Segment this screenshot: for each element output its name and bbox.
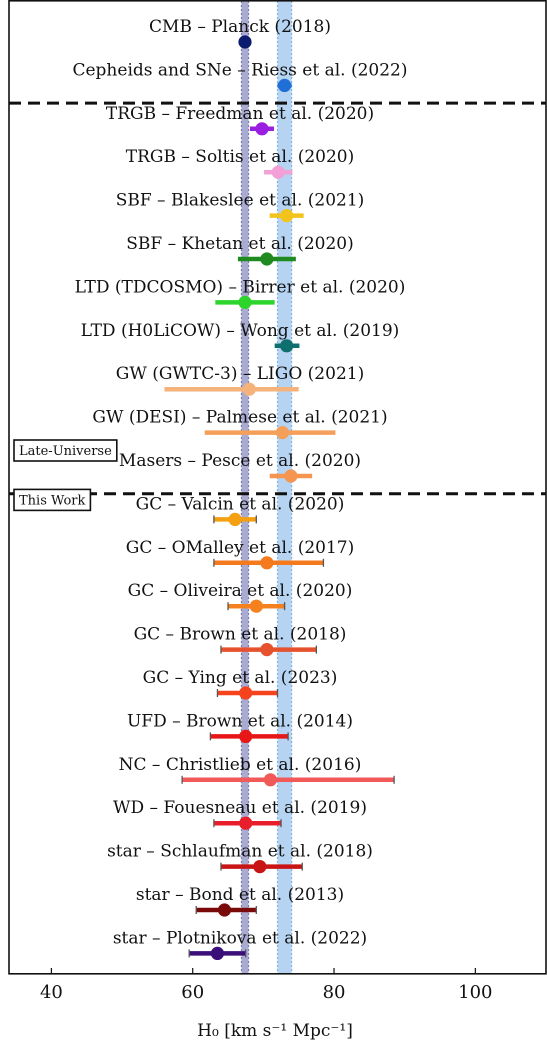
data-point bbox=[280, 209, 294, 223]
row-label: Masers – Pesce et al. (2020) bbox=[119, 451, 361, 471]
row-label: LTD (H0LiCOW) – Wong et al. (2019) bbox=[81, 321, 400, 341]
row-label: UFD – Brown et al. (2014) bbox=[127, 711, 353, 731]
measurement-row: WD – Fouesneau et al. (2019) bbox=[113, 798, 367, 830]
measurement-row: GC – Valcin et al. (2020) bbox=[136, 494, 345, 527]
x-tick-label: 100 bbox=[458, 982, 492, 1003]
x-axis-label: H₀ [km s⁻¹ Mpc⁻¹] bbox=[197, 1021, 353, 1041]
measurement-row: SBF – Khetan et al. (2020) bbox=[126, 234, 354, 266]
measurement-row: GC – Brown et al. (2018) bbox=[134, 625, 347, 657]
measurement-row: GW (GWTC-3) – LIGO (2021) bbox=[116, 364, 364, 396]
measurement-row: GC – Ying et al. (2023) bbox=[143, 668, 338, 700]
x-tick-label: 60 bbox=[181, 982, 204, 1003]
measurement-row: star – Schlaufman et al. (2018) bbox=[107, 842, 373, 874]
row-label: LTD (TDCOSMO) – Birrer et al. (2020) bbox=[75, 277, 406, 297]
data-point bbox=[275, 426, 290, 440]
data-point bbox=[260, 643, 274, 657]
data-point bbox=[238, 35, 252, 49]
measurement-row: LTD (TDCOSMO) – Birrer et al. (2020) bbox=[75, 277, 406, 309]
row-label: SBF – Blakeslee et al. (2021) bbox=[116, 191, 365, 211]
group-label-box: This Work bbox=[13, 488, 92, 512]
row-label: GC – OMalley et al. (2017) bbox=[126, 538, 355, 558]
band-1 bbox=[277, 1, 292, 974]
x-tick-label: 80 bbox=[323, 982, 346, 1003]
group-dividers bbox=[9, 101, 546, 496]
measurement-row: TRGB – Freedman et al. (2020) bbox=[106, 104, 374, 136]
plot-frame bbox=[8, 0, 547, 975]
measurement-row: LTD (H0LiCOW) – Wong et al. (2019) bbox=[81, 321, 400, 353]
row-label: WD – Fouesneau et al. (2019) bbox=[113, 798, 367, 818]
row-label: star – Plotnikova et al. (2022) bbox=[113, 928, 367, 948]
data-point bbox=[238, 295, 252, 309]
group-label-box: Late-Universe bbox=[13, 439, 118, 462]
data-point bbox=[284, 469, 298, 483]
measurement-row: Masers – Pesce et al. (2020) bbox=[119, 451, 361, 483]
row-label: SBF – Khetan et al. (2020) bbox=[126, 234, 353, 254]
data-point bbox=[263, 773, 278, 787]
measurement-row: Cepheids and SNe – Riess et al. (2022) bbox=[72, 60, 408, 92]
group-label-text: This Work bbox=[19, 493, 86, 508]
group-label-frame bbox=[13, 439, 118, 462]
data-point bbox=[253, 860, 267, 874]
measurement-row: GC – Oliveira et al. (2020) bbox=[128, 581, 353, 613]
measurement-row: SBF – Blakeslee et al. (2021) bbox=[116, 191, 365, 223]
row-label: GC – Oliveira et al. (2020) bbox=[128, 581, 353, 601]
row-label: TRGB – Soltis et al. (2020) bbox=[126, 147, 354, 167]
measurement-row: star – Plotnikova et al. (2022) bbox=[113, 928, 367, 961]
measurement-row: GW (DESI) – Palmese et al. (2021) bbox=[92, 408, 388, 440]
row-label: GC – Ying et al. (2023) bbox=[143, 668, 338, 688]
data-point bbox=[210, 946, 225, 961]
data-point bbox=[271, 165, 285, 179]
row-label: CMB – Planck (2018) bbox=[149, 17, 331, 37]
measurement-row: UFD – Brown et al. (2014) bbox=[127, 711, 353, 744]
row-label: NC – Christlieb et al. (2016) bbox=[119, 755, 362, 775]
measurement-row: TRGB – Soltis et al. (2020) bbox=[126, 147, 354, 179]
data-point bbox=[277, 78, 292, 92]
data-point bbox=[249, 599, 263, 613]
row-label: GW (DESI) – Palmese et al. (2021) bbox=[92, 408, 387, 428]
data-point bbox=[228, 512, 242, 527]
row-label: GC – Valcin et al. (2020) bbox=[136, 494, 345, 514]
row-label: TRGB – Freedman et al. (2020) bbox=[106, 104, 374, 124]
data-point bbox=[255, 122, 269, 136]
group-labels: Late-Universe This Work bbox=[13, 439, 118, 512]
row-label: star – Bond et al. (2013) bbox=[136, 885, 344, 905]
measurement-row: star – Bond et al. (2013) bbox=[136, 885, 344, 917]
data-point bbox=[260, 556, 274, 570]
row-label: star – Schlaufman et al. (2018) bbox=[107, 842, 373, 862]
group-label-text: Late-Universe bbox=[19, 444, 112, 459]
measurement-row: GC – OMalley et al. (2017) bbox=[126, 538, 355, 570]
x-tick-label: 40 bbox=[40, 982, 63, 1003]
x-axis-ticks: 40 60 80 100 bbox=[40, 968, 493, 1003]
data-point bbox=[217, 903, 232, 917]
data-point bbox=[239, 816, 253, 830]
measurement-row: NC – Christlieb et al. (2016) bbox=[119, 755, 395, 787]
data-point bbox=[242, 382, 256, 396]
band-0 bbox=[241, 1, 249, 974]
measurement-row: CMB – Planck (2018) bbox=[149, 17, 331, 49]
row-label: GW (GWTC-3) – LIGO (2021) bbox=[116, 364, 364, 384]
data-point bbox=[239, 686, 253, 700]
data-point bbox=[280, 339, 294, 353]
group-label-frame bbox=[13, 488, 92, 512]
data-point bbox=[260, 252, 274, 266]
measurement-rows: CMB – Planck (2018) Cepheids and SNe – Ri… bbox=[72, 17, 408, 961]
row-label: Cepheids and SNe – Riess et al. (2022) bbox=[72, 60, 407, 80]
data-point bbox=[239, 729, 253, 744]
row-label: GC – Brown et al. (2018) bbox=[134, 625, 347, 645]
reference-bands bbox=[240, 1, 293, 974]
